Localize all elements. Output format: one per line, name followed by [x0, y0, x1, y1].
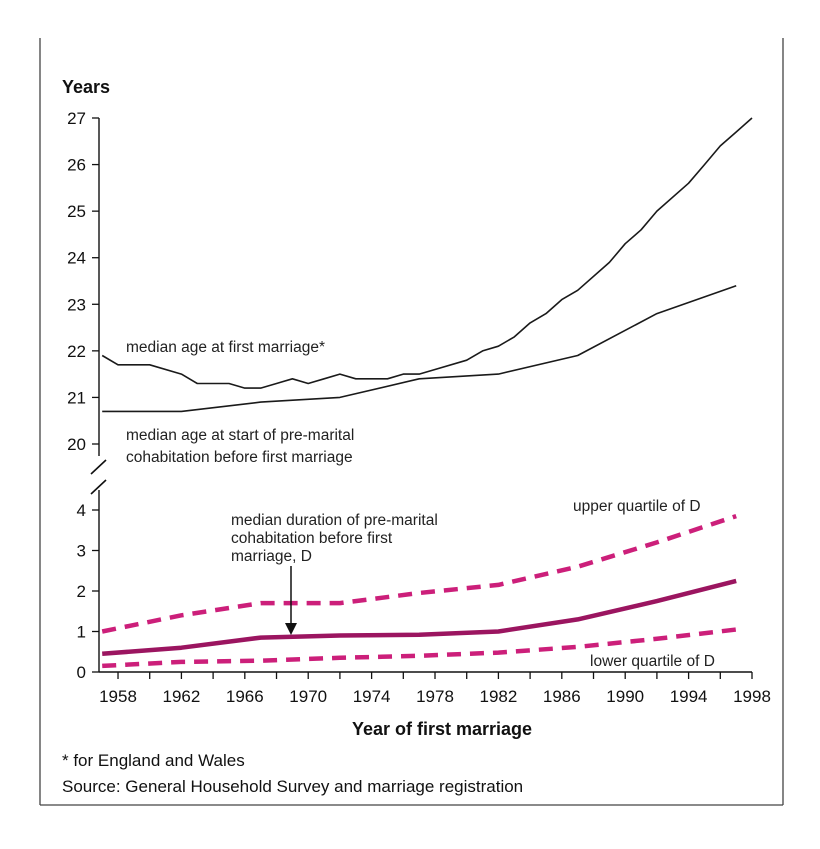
y-tick-label: 24 — [67, 249, 86, 268]
upper-quartile-label: upper quartile of D — [573, 498, 701, 515]
x-tick-label: 1978 — [416, 687, 454, 706]
marriage-series-label: median age at first marriage* — [126, 339, 325, 356]
y-tick-label: 1 — [77, 623, 86, 642]
x-tick-label: 1990 — [606, 687, 644, 706]
cohabitation-series-label-line1: median age at start of pre-marital — [126, 427, 354, 444]
y-tick-label: 26 — [67, 156, 86, 175]
x-axis-title: Year of first marriage — [352, 719, 532, 739]
x-tick-label: 1994 — [670, 687, 708, 706]
y-tick-label: 2 — [77, 582, 86, 601]
y-tick-label: 27 — [67, 109, 86, 128]
duration-series-label-line2: cohabitation before first — [231, 530, 393, 547]
axis-break-mark-upper — [90, 459, 107, 475]
x-tick-label: 1966 — [226, 687, 264, 706]
y-tick-label: 20 — [67, 435, 86, 454]
x-tick-label: 1970 — [289, 687, 327, 706]
series-line-upper-quartile-d — [101, 513, 737, 634]
series-layer — [101, 117, 753, 669]
series-line-median-duration-d — [102, 578, 737, 657]
x-tick-label: 1974 — [353, 687, 391, 706]
duration-pointer-arrowhead — [285, 623, 297, 635]
y-tick-label: 21 — [67, 388, 86, 407]
x-tick-label: 1958 — [99, 687, 137, 706]
y-tick-label: 22 — [67, 342, 86, 361]
x-tick-label: 1982 — [479, 687, 517, 706]
axis-break-mark-lower — [90, 479, 107, 495]
lower-quartile-label: lower quartile of D — [590, 653, 715, 670]
y-tick-label: 4 — [77, 501, 86, 520]
footnote-england-wales: * for England and Wales — [62, 751, 245, 770]
x-tick-label: 1962 — [163, 687, 201, 706]
y-axis-title: Years — [62, 77, 110, 97]
series-line-median-age-start-cohabitation — [102, 284, 737, 413]
x-tick-label: 1998 — [733, 687, 771, 706]
series-line-median-age-first-marriage — [101, 117, 753, 389]
y-tick-label: 0 — [77, 663, 86, 682]
y-tick-label: 3 — [77, 542, 86, 561]
series-line-lower-quartile-d — [102, 627, 737, 669]
cohabitation-series-label-line2: cohabitation before first marriage — [126, 449, 353, 466]
duration-series-label-line3: marriage, D — [231, 548, 312, 565]
y-tick-label: 23 — [67, 295, 86, 314]
x-tick-label: 1986 — [543, 687, 581, 706]
source-note: Source: General Household Survey and mar… — [62, 777, 523, 796]
duration-series-label-line1: median duration of pre-marital — [231, 512, 438, 529]
y-tick-label: 25 — [67, 202, 86, 221]
